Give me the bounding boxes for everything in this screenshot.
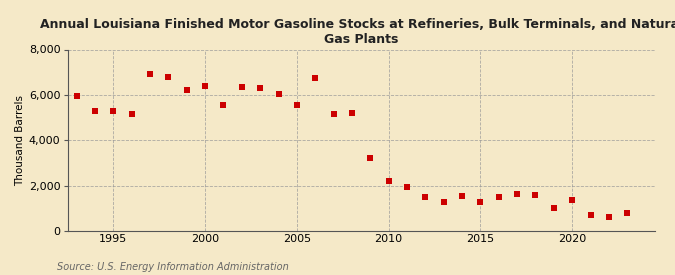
Point [236, 85, 247, 89]
Point [126, 112, 137, 116]
Text: Source: U.S. Energy Information Administration: Source: U.S. Energy Information Administ… [57, 262, 289, 272]
Title: Annual Louisiana Finished Motor Gasoline Stocks at Refineries, Bulk Terminals, a: Annual Louisiana Finished Motor Gasoline… [40, 18, 675, 46]
Point [163, 75, 174, 79]
Point [310, 76, 321, 80]
Point [182, 88, 192, 92]
Point [530, 192, 541, 197]
Point [493, 195, 504, 199]
Point [292, 103, 302, 107]
Point [72, 94, 82, 98]
Point [328, 112, 339, 116]
Point [622, 211, 632, 215]
Point [402, 185, 412, 189]
Point [420, 195, 431, 199]
Point [108, 109, 119, 113]
Point [144, 72, 155, 77]
Point [383, 179, 394, 183]
Point [548, 206, 559, 211]
Point [512, 191, 522, 196]
Y-axis label: Thousand Barrels: Thousand Barrels [15, 95, 25, 186]
Point [273, 92, 284, 96]
Point [603, 215, 614, 219]
Point [346, 111, 357, 115]
Point [585, 213, 596, 217]
Point [254, 86, 265, 90]
Point [567, 198, 578, 203]
Point [90, 109, 101, 113]
Point [438, 199, 449, 204]
Point [457, 194, 468, 198]
Point [475, 199, 486, 204]
Point [200, 84, 211, 88]
Point [365, 156, 376, 161]
Point [218, 103, 229, 107]
